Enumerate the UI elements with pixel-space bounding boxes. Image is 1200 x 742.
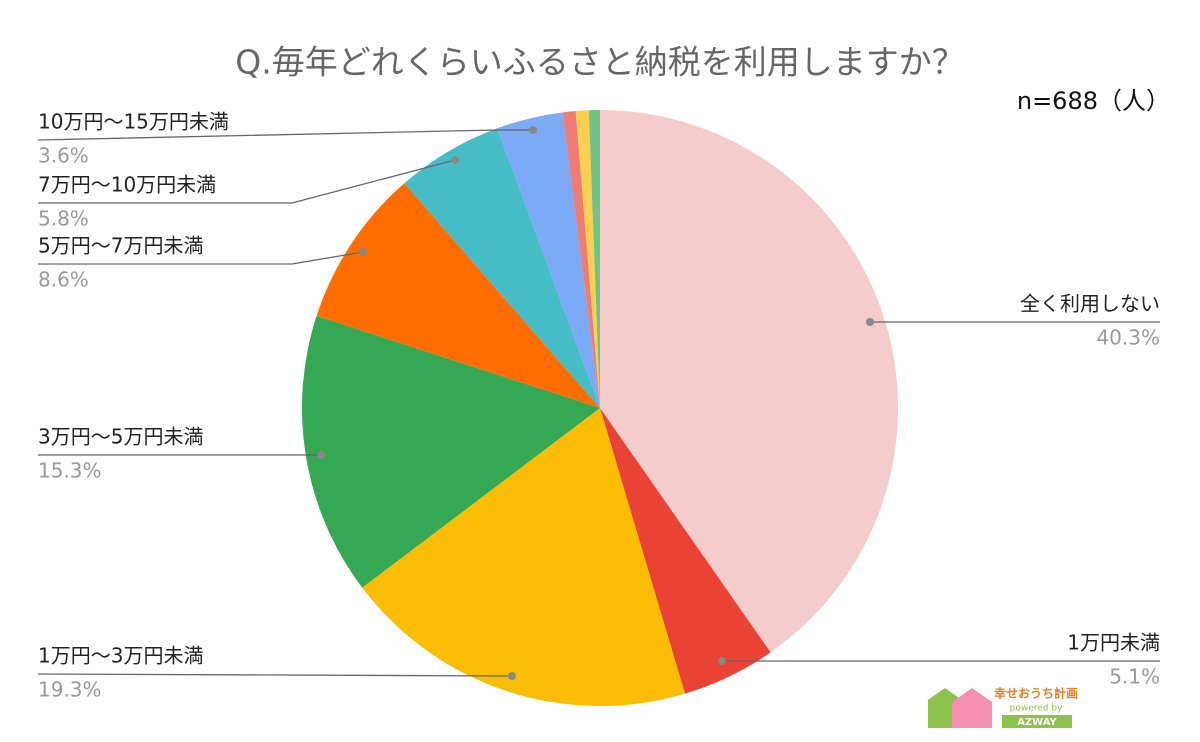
leader-dot	[317, 451, 325, 459]
pie-slice	[562, 110, 600, 408]
logo-brand: AZWAY	[1017, 717, 1057, 728]
logo-name: 幸せおうち計画	[994, 686, 1078, 701]
logo-house	[952, 688, 992, 728]
slice-label: 10万円〜15万円未満	[38, 110, 229, 134]
logo: 幸せおうち計画 powered by AZWAY	[928, 686, 1078, 728]
leader-line	[38, 159, 456, 204]
pie-slice	[362, 408, 685, 706]
slice-value: 15.3%	[38, 459, 102, 483]
slice-value: 3.6%	[38, 144, 89, 168]
slice-value: 40.3%	[1096, 326, 1160, 350]
chart-subtitle: n=688（人）	[1017, 87, 1170, 115]
slice-value: 5.1%	[1109, 665, 1160, 689]
logo-bar	[1002, 715, 1072, 728]
pie-slice	[302, 315, 600, 588]
pie-slice	[600, 110, 898, 653]
pie-slice	[588, 110, 600, 408]
leader-dot	[359, 248, 367, 256]
slice-value: 19.3%	[38, 678, 102, 702]
slice-label: 7万円〜10万円未満	[38, 173, 216, 197]
slice-label: 全く利用しない	[1020, 292, 1160, 316]
leader-line	[38, 251, 364, 265]
leader-dot	[718, 657, 726, 665]
pie-slice	[316, 183, 600, 408]
pie-slice	[600, 408, 771, 694]
slice-label: 1万円未満	[1067, 631, 1160, 655]
pie-slice	[575, 110, 600, 409]
slice-label: 5万円〜7万円未満	[38, 234, 203, 258]
pie-slice	[497, 112, 600, 408]
logo-powered: powered by	[1010, 704, 1063, 714]
leader-dot	[451, 156, 459, 164]
leader-line	[37, 673, 513, 677]
leader-dot	[866, 318, 874, 326]
chart-title: Q.毎年どれくらいふるさと納税を利用しますか？	[235, 43, 964, 82]
slice-value: 8.6%	[38, 268, 89, 292]
leader-line	[37, 129, 533, 141]
slice-label: 3万円〜5万円未満	[38, 425, 203, 449]
leader-dot	[508, 672, 516, 680]
leader-dot	[529, 126, 537, 134]
slice-label: 1万円〜3万円未満	[38, 644, 203, 668]
pie-slice	[404, 128, 600, 408]
slice-value: 5.8%	[38, 207, 89, 231]
